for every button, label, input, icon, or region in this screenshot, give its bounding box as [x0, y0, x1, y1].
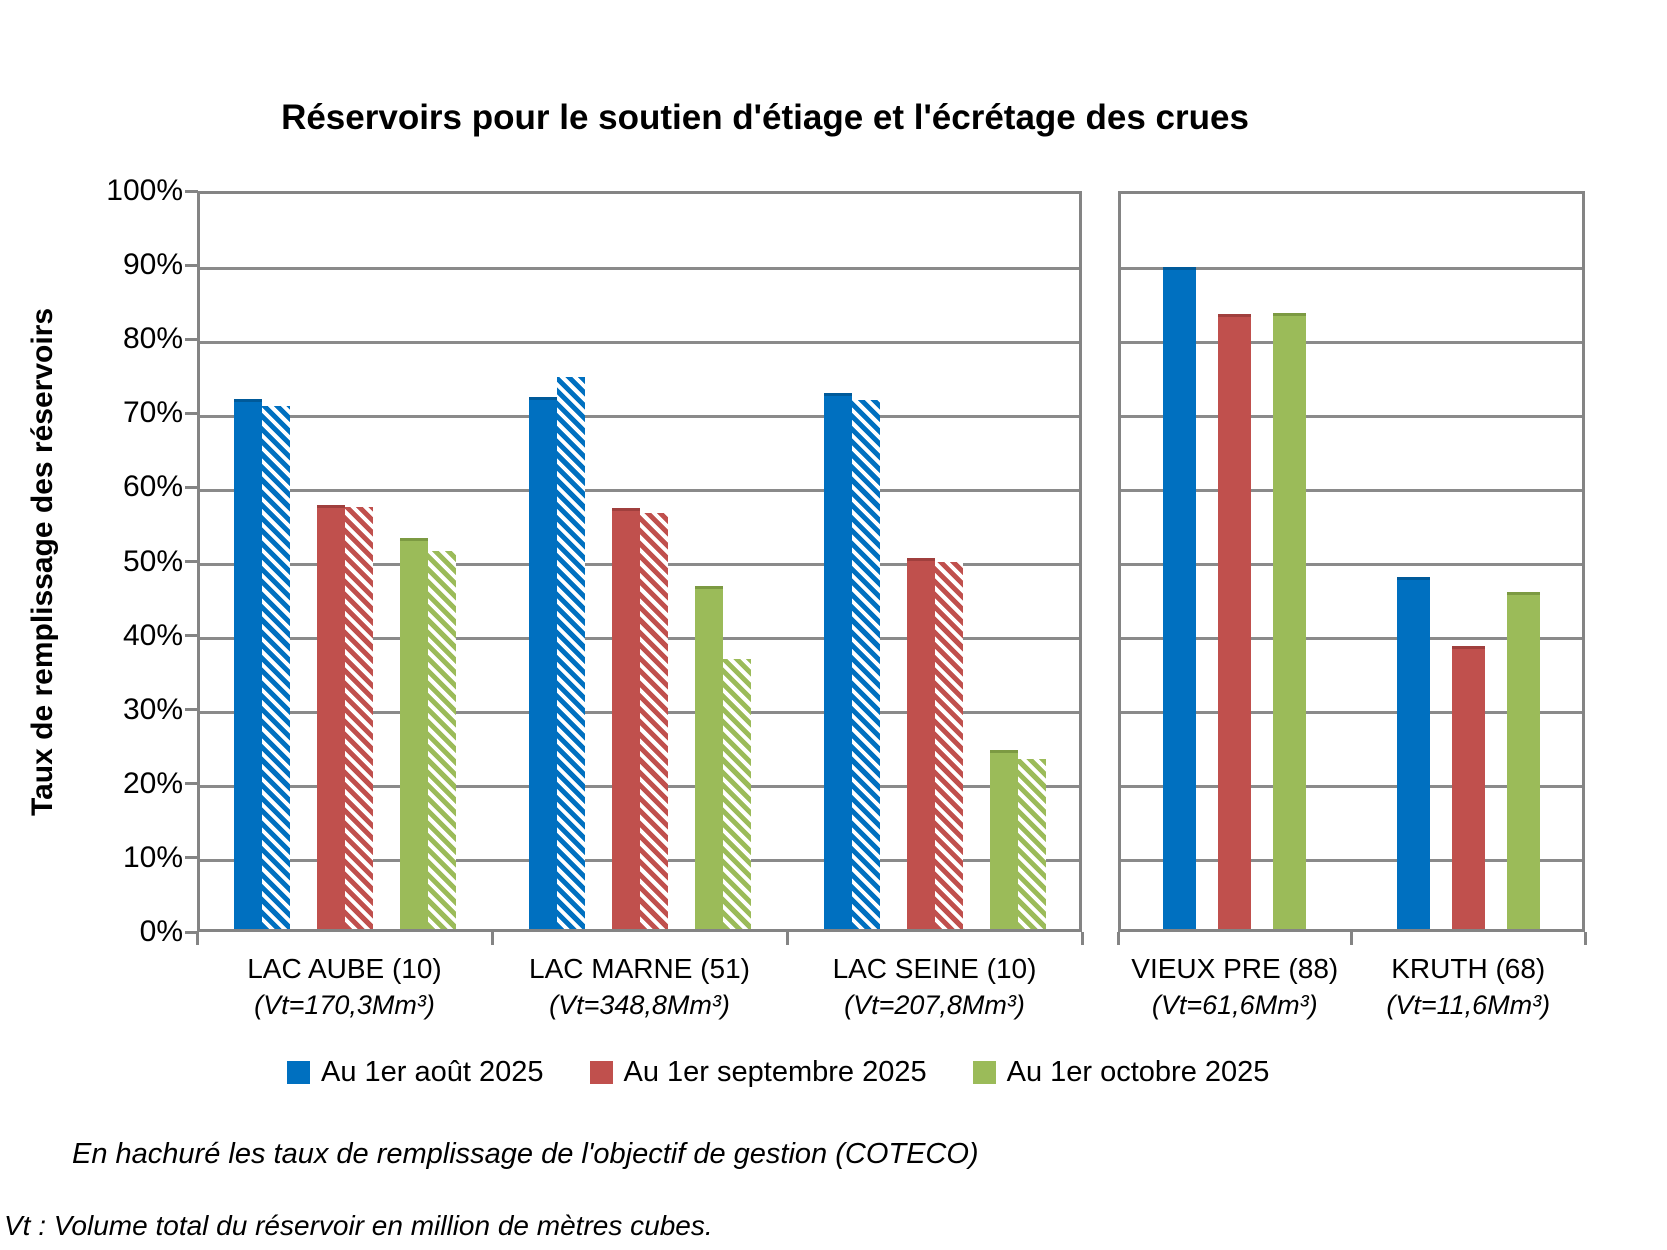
x-tick-mark — [1583, 932, 1587, 945]
category-label: LAC MARNE (51) (Vt=348,8Mm³) — [492, 950, 787, 1024]
gridline-40 — [1121, 637, 1582, 641]
bar-kruth-68-s0 — [1396, 577, 1430, 929]
chart-title: Réservoirs pour le soutien d'étiage et l… — [281, 98, 1249, 137]
category-label: LAC AUBE (10) (Vt=170,3Mm³) — [197, 950, 492, 1024]
y-tick-label-0: 0% — [139, 915, 183, 948]
bar-lac-marne-51-s1 — [611, 508, 640, 929]
y-tick-mark — [185, 485, 198, 489]
legend-label: Au 1er août 2025 — [321, 1056, 544, 1088]
gridline-70 — [1121, 414, 1582, 418]
y-tick-label-40: 40% — [122, 618, 183, 652]
bar-lac-aube-10-s0-coteco — [261, 405, 290, 929]
y-tick-label-30: 30% — [122, 692, 183, 726]
y-tick-label-90: 90% — [122, 248, 183, 282]
y-tick-label-80: 80% — [122, 322, 183, 356]
y-tick-mark — [185, 782, 198, 786]
legend-label: Au 1er octobre 2025 — [1006, 1056, 1270, 1088]
bar-lac-seine-10-s2 — [989, 749, 1018, 929]
bar-lac-seine-10-s1 — [906, 557, 935, 929]
legend-label: Au 1er septembre 2025 — [623, 1056, 927, 1088]
bar-lac-aube-10-s1-coteco — [344, 506, 373, 929]
legend-item-2: Au 1er octobre 2025 — [972, 1056, 1270, 1089]
y-tick-label-10: 10% — [122, 840, 183, 874]
category-name: VIEUX PRE (88) — [1131, 953, 1339, 984]
legend-swatch-icon — [287, 1061, 310, 1084]
category-label: LAC SEINE (10) (Vt=207,8Mm³) — [787, 950, 1082, 1024]
bar-lac-aube-10-s2 — [399, 537, 428, 929]
y-tick-label-100: 100% — [106, 174, 183, 207]
y-tick-label-20: 20% — [122, 766, 183, 800]
category-name: LAC AUBE (10) — [247, 953, 442, 984]
bar-lac-marne-51-s0-coteco — [556, 376, 585, 929]
bar-lac-seine-10-s2-coteco — [1017, 758, 1046, 929]
y-tick-label-70: 70% — [122, 396, 183, 430]
footnote-vt-definition: Vt : Volume total du réservoir en millio… — [4, 1210, 713, 1241]
category-label: VIEUX PRE (88) (Vt=61,6Mm³) — [1118, 950, 1352, 1024]
bar-lac-aube-10-s2-coteco — [427, 551, 456, 929]
category-label: KRUTH (68) (Vt=11,6Mm³) — [1352, 950, 1586, 1024]
bar-lac-marne-51-s2 — [694, 585, 723, 929]
bar-vieux-pre-88-s0 — [1163, 267, 1197, 929]
legend-swatch-icon — [972, 1061, 996, 1084]
y-tick-mark — [185, 856, 198, 860]
gridline-20 — [1121, 785, 1582, 789]
x-tick-mark — [1116, 932, 1120, 945]
y-tick-mark — [185, 634, 198, 638]
y-tick-mark — [185, 708, 198, 712]
gridline-80 — [200, 340, 1079, 344]
y-tick-mark — [185, 337, 198, 341]
bar-lac-aube-10-s1 — [316, 505, 345, 929]
bar-lac-marne-51-s1-coteco — [639, 513, 668, 929]
category-vt-volume: (Vt=348,8Mm³) — [549, 990, 730, 1020]
x-tick-mark — [490, 932, 494, 945]
gridline-70 — [200, 414, 1079, 418]
gridline-30 — [1121, 711, 1582, 715]
gridline-90 — [1121, 266, 1582, 270]
gridline-10 — [1121, 859, 1582, 863]
y-tick-mark — [185, 930, 198, 934]
gridline-60 — [200, 488, 1079, 492]
category-vt-volume: (Vt=207,8Mm³) — [844, 990, 1025, 1020]
x-tick-mark — [785, 932, 789, 945]
legend-swatch-icon — [589, 1061, 613, 1084]
category-name: LAC SEINE (10) — [832, 953, 1037, 984]
category-vt-volume: (Vt=170,3Mm³) — [254, 990, 435, 1020]
plot-panel-right — [1118, 191, 1585, 932]
legend: Au 1er août 2025 Au 1er septembre 2025 Au … — [287, 1056, 1269, 1089]
legend-item-1: Au 1er septembre 2025 — [589, 1056, 927, 1089]
gridline-60 — [1121, 488, 1582, 492]
category-name: LAC MARNE (51) — [529, 953, 750, 984]
x-tick-mark — [1080, 932, 1084, 945]
x-tick-mark — [1350, 932, 1353, 945]
footnote-hatched-note: En hachuré les taux de remplissage de l'… — [72, 1138, 979, 1170]
bar-kruth-68-s2 — [1506, 591, 1540, 929]
category-vt-volume: (Vt=11,6Mm³) — [1386, 990, 1551, 1020]
category-vt-volume: (Vt=61,6Mm³) — [1151, 990, 1318, 1020]
bar-vieux-pre-88-s1 — [1218, 313, 1252, 929]
bar-vieux-pre-88-s2 — [1273, 312, 1307, 929]
y-tick-label-60: 60% — [122, 470, 183, 504]
bar-lac-marne-51-s0 — [528, 396, 557, 929]
y-tick-mark — [185, 411, 198, 415]
legend-item-0: Au 1er août 2025 — [287, 1056, 544, 1089]
bar-lac-aube-10-s0 — [233, 399, 262, 929]
y-tick-mark — [185, 560, 198, 563]
y-tick-mark — [185, 189, 198, 193]
bar-lac-seine-10-s1-coteco — [934, 562, 963, 929]
category-name: KRUTH (68) — [1391, 953, 1546, 984]
bar-lac-seine-10-s0 — [823, 392, 852, 929]
gridline-90 — [200, 266, 1079, 270]
bar-kruth-68-s1 — [1451, 645, 1485, 929]
gridline-80 — [1121, 340, 1582, 344]
y-tick-label-50: 50% — [122, 544, 183, 578]
gridline-50 — [1121, 563, 1582, 566]
plot-panel-left — [197, 191, 1082, 932]
y-tick-mark — [185, 263, 198, 267]
bar-lac-seine-10-s0-coteco — [851, 399, 880, 929]
x-tick-mark — [195, 932, 199, 945]
bar-lac-marne-51-s2-coteco — [722, 659, 751, 929]
